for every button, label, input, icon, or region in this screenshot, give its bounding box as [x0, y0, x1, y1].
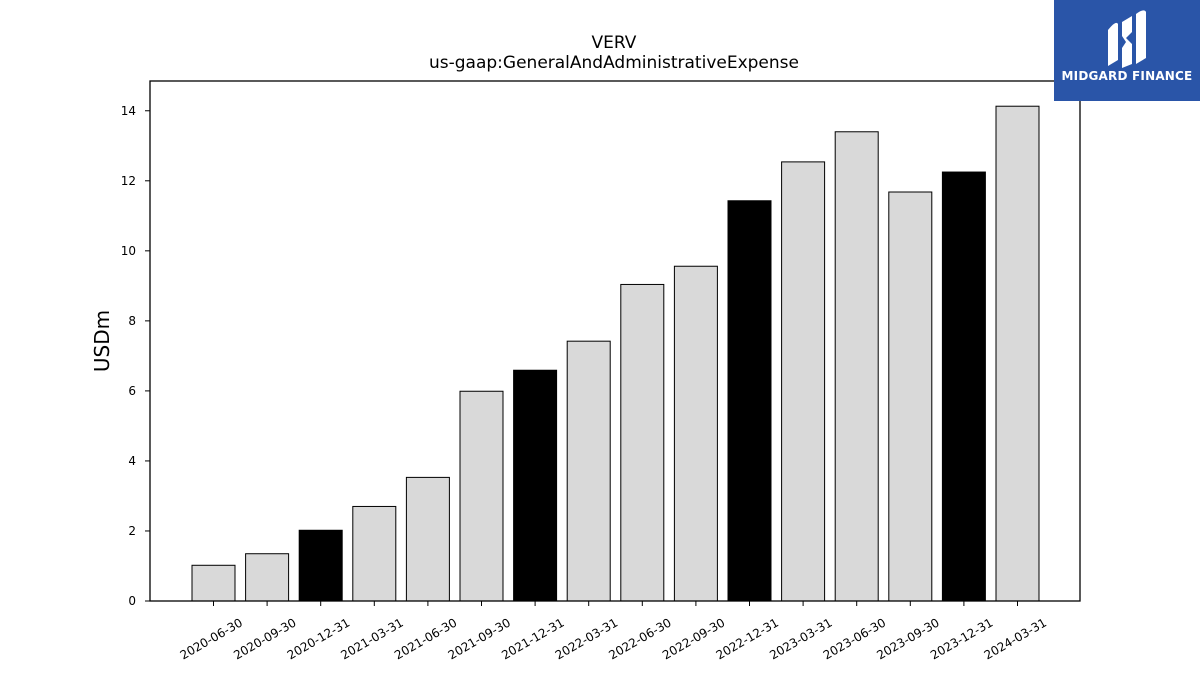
bar — [566, 340, 611, 602]
plot-frame — [149, 80, 1081, 602]
y-tick-label: 14 — [121, 104, 136, 118]
bar — [673, 265, 718, 602]
logo-mark-icon — [1108, 10, 1146, 68]
y-tick-label: 10 — [121, 244, 136, 258]
bar — [620, 283, 665, 602]
y-tick-label: 2 — [128, 524, 136, 538]
y-ticks-group: 0 2 4 6 8 10 12 14 — [121, 104, 150, 608]
bar — [995, 105, 1040, 602]
bar — [513, 369, 558, 602]
bar — [941, 171, 986, 602]
bar — [781, 161, 826, 602]
bars-group — [191, 105, 1040, 602]
y-tick-label: 12 — [121, 174, 136, 188]
y-tick-label: 4 — [128, 454, 136, 468]
bar — [834, 131, 879, 602]
bar — [405, 476, 450, 602]
bar — [459, 390, 504, 602]
brand-logo: MIDGARD FINANCE — [1054, 0, 1200, 101]
bar — [352, 505, 397, 602]
y-axis-label: USDm — [90, 310, 114, 372]
bar — [298, 529, 343, 602]
bar — [245, 553, 290, 602]
x-ticks-group: 2020-06-302020-09-302020-12-312021-03-31… — [178, 601, 1049, 662]
bar — [888, 191, 933, 602]
chart-title: VERV — [592, 33, 637, 53]
y-tick-label: 8 — [128, 314, 136, 328]
y-tick-label: 0 — [128, 594, 136, 608]
chart-subtitle: us-gaap:GeneralAndAdministrativeExpense — [429, 53, 799, 73]
logo-text: MIDGARD FINANCE — [1061, 69, 1193, 83]
bar — [191, 564, 236, 602]
y-tick-label: 6 — [128, 384, 136, 398]
bar — [727, 200, 772, 602]
